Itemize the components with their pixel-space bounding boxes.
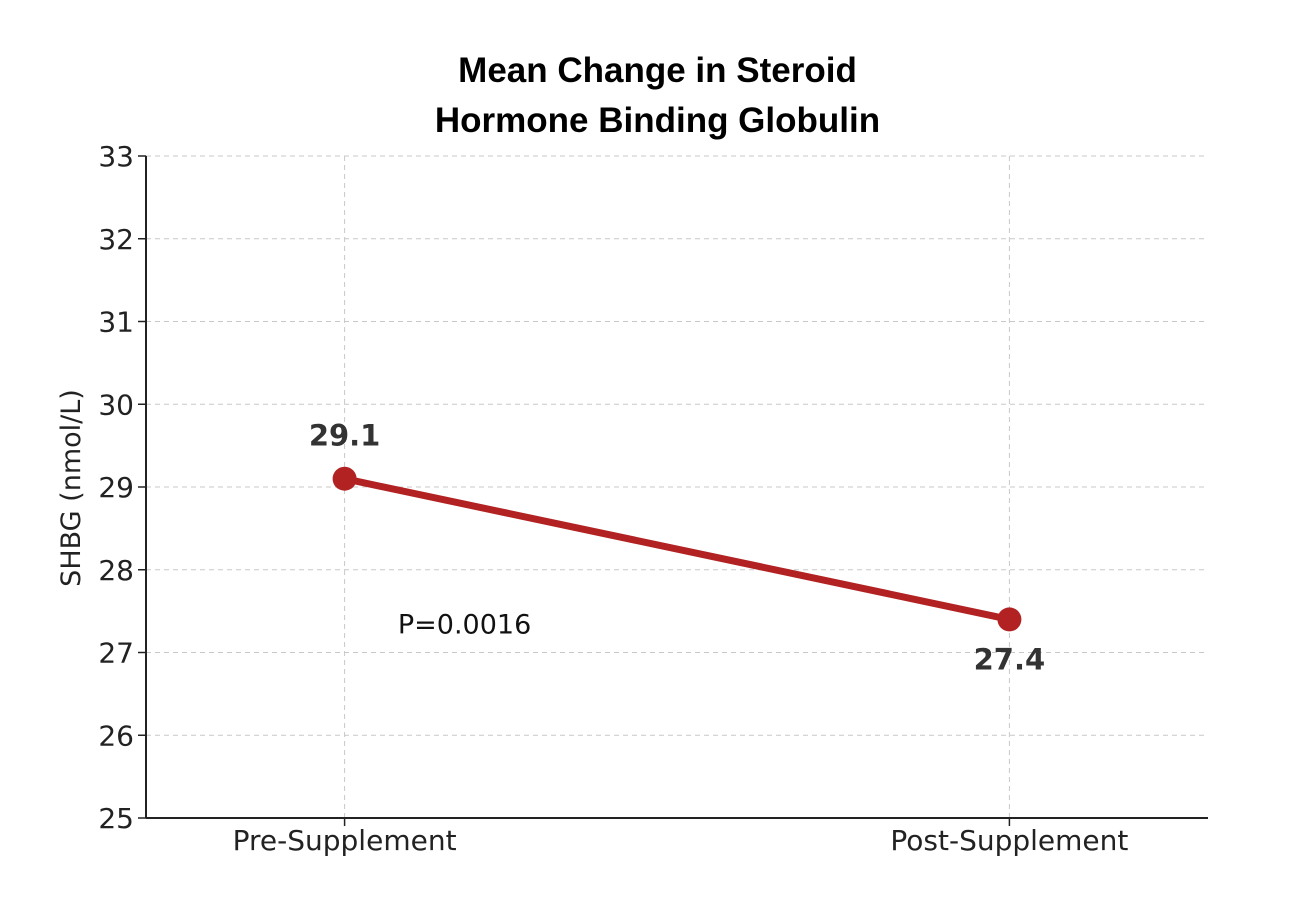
y-tick-label: 26 — [98, 719, 134, 752]
y-tick-label: 29 — [98, 471, 134, 504]
data-point — [332, 466, 357, 491]
y-tick-label: 32 — [98, 223, 134, 256]
series-line — [341, 475, 1013, 623]
chart-title-line-1: Mean Change in Steroid — [458, 51, 857, 90]
chart-title: Mean Change in Steroid Hormone Binding G… — [0, 46, 1315, 146]
data-point — [997, 607, 1022, 632]
label-layer: 25 26 27 28 29 30 31 32 33 Pre-Supplement Post-Sup… — [98, 140, 1128, 857]
y-tick-label: 25 — [98, 802, 134, 835]
y-tick-label: 33 — [98, 140, 134, 173]
y-tick-label: 31 — [98, 306, 134, 339]
chart-title-line-2: Hormone Binding Globulin — [434, 101, 881, 140]
p-value-annotation: P=0.0016 — [398, 610, 531, 641]
series-layer — [332, 466, 1022, 632]
data-label: 29.1 — [309, 419, 381, 453]
grid-layer — [146, 155, 1208, 819]
y-tick-label: 27 — [98, 637, 134, 670]
y-axis-title: SHBG (nmol/L) — [56, 389, 87, 587]
y-tick-label: 30 — [98, 388, 134, 421]
y-tick-label: 28 — [98, 554, 134, 587]
x-tick-label: Pre-Supplement — [233, 824, 457, 857]
data-label: 27.4 — [974, 642, 1046, 676]
x-tick-label: Post-Supplement — [890, 824, 1128, 857]
axes-layer — [138, 155, 1208, 826]
